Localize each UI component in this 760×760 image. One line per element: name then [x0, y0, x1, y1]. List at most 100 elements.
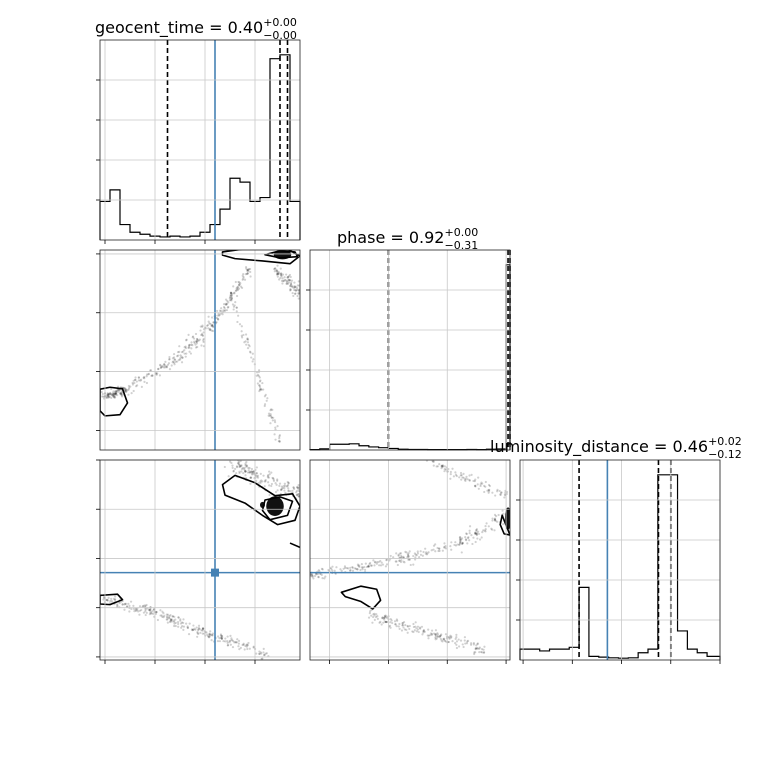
sample-point [168, 355, 171, 359]
sample-point [255, 466, 258, 469]
sample-point [472, 536, 475, 539]
sample-point [488, 484, 491, 488]
sample-point [178, 350, 181, 353]
sample-point [180, 626, 183, 629]
sample-point [230, 296, 233, 299]
sample-point [233, 291, 236, 294]
sample-point [151, 374, 154, 377]
sample-point [149, 608, 152, 612]
sample-point [208, 327, 212, 330]
sample-point [235, 472, 238, 475]
sample-point [464, 477, 467, 480]
sample-point [383, 620, 387, 623]
sample-point [251, 470, 254, 473]
sample-point [389, 554, 392, 558]
sample-point [406, 624, 409, 628]
sample-point [202, 339, 205, 342]
sample-point [196, 339, 199, 342]
sample-point [368, 563, 371, 566]
sample-point [229, 291, 233, 295]
sample-point [172, 361, 176, 364]
sample-point [246, 644, 249, 647]
sample-point [107, 396, 110, 399]
sample-point [401, 624, 404, 627]
sample-point [235, 465, 239, 468]
sample-point [277, 270, 280, 273]
sample-point [249, 482, 252, 485]
sample-point [102, 395, 105, 398]
title-lower-error: −0.12 [708, 448, 742, 461]
sample-point [124, 390, 127, 394]
sample-point [183, 349, 186, 352]
sample-point [166, 621, 169, 624]
sample-point [394, 623, 397, 626]
sample-point [295, 288, 298, 291]
sample-point [367, 564, 370, 568]
sample-point [298, 288, 300, 292]
sample-point [275, 483, 278, 486]
sample-point [487, 490, 491, 493]
sample-point [443, 468, 446, 471]
title-lower-error: −0.00 [263, 29, 297, 42]
sample-point [249, 476, 252, 479]
sample-point [127, 602, 130, 605]
sample-point [128, 610, 131, 613]
sample-point [179, 358, 182, 361]
sample-point [282, 279, 285, 282]
sample-point [487, 488, 490, 492]
sample-point [349, 569, 352, 572]
sample-point [487, 525, 490, 528]
sample-point [455, 646, 459, 650]
sample-point [426, 552, 429, 555]
sample-point [476, 537, 479, 540]
sample-point [480, 481, 483, 484]
sample-point [115, 390, 118, 393]
sample-point [247, 469, 250, 472]
sample-point [244, 644, 247, 648]
sample-point [450, 635, 453, 638]
sample-point [454, 473, 458, 476]
sample-point [402, 560, 405, 563]
sample-point [194, 628, 197, 631]
sample-point [414, 553, 417, 556]
sample-point [449, 472, 452, 476]
sample-point [276, 270, 279, 273]
sample-point [201, 334, 204, 337]
sample-point [132, 389, 135, 393]
sample-point [474, 647, 477, 650]
sample-point [281, 273, 285, 276]
sample-point [191, 629, 194, 632]
sample-point [244, 273, 247, 276]
sample-point [436, 465, 439, 468]
sample-point [201, 324, 204, 327]
sample-point [344, 566, 347, 569]
sample-point [201, 627, 205, 630]
sample-point [168, 357, 171, 361]
sample-point [473, 484, 477, 488]
sample-point [287, 278, 290, 282]
sample-point [244, 470, 247, 473]
sample-point [185, 352, 188, 355]
sample-point [249, 275, 252, 278]
sample-point [228, 296, 231, 300]
sample-point [259, 388, 262, 391]
sample-point [183, 352, 186, 355]
sample-point [195, 340, 198, 343]
sample-point [436, 632, 439, 635]
sample-point [440, 633, 443, 636]
sample-point [423, 630, 426, 633]
title-main: luminosity_distance = 0.46 [490, 437, 708, 457]
sample-point [157, 368, 160, 371]
sample-point [374, 561, 377, 564]
sample-point [226, 635, 229, 638]
sample-point [107, 393, 110, 396]
sample-point [443, 546, 446, 549]
sample-point [282, 485, 285, 488]
sample-point [115, 391, 118, 394]
sample-point [144, 608, 147, 611]
sample-point [422, 629, 426, 632]
sample-point [465, 642, 469, 645]
axes-frame [99, 39, 301, 241]
sample-point [237, 284, 240, 287]
sample-point [457, 638, 460, 641]
